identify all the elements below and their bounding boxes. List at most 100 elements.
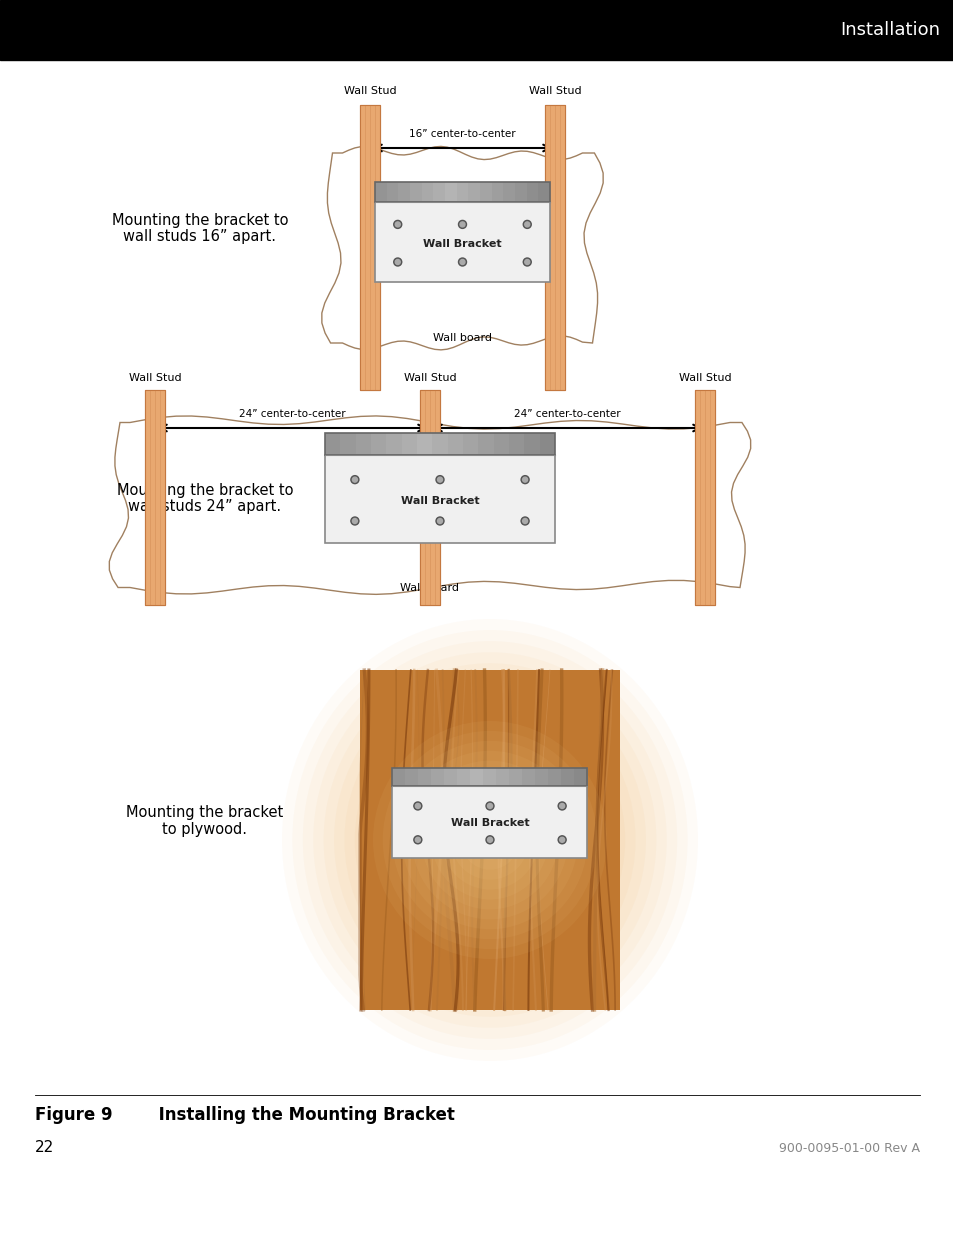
Circle shape [394,220,401,228]
Bar [544,105,564,390]
Circle shape [520,517,529,525]
Bar [421,182,434,203]
Bar [418,768,432,785]
Bar [509,768,522,785]
Bar [544,105,564,390]
Circle shape [558,802,565,810]
Circle shape [485,836,494,844]
Text: Wall Stud: Wall Stud [403,373,456,383]
Circle shape [558,836,565,844]
Bar [503,182,515,203]
Text: to plywood.: to plywood. [162,823,247,837]
Text: Wall Stud: Wall Stud [528,86,580,96]
Bar [0,0,953,61]
Ellipse shape [365,708,614,973]
Bar [419,390,439,605]
Bar [526,182,538,203]
Polygon shape [110,416,750,594]
Bar [410,182,422,203]
Ellipse shape [373,721,606,960]
Circle shape [394,258,401,266]
Bar [371,433,386,454]
Polygon shape [321,147,602,350]
Circle shape [524,222,529,227]
Bar [431,768,444,785]
Text: Wall board: Wall board [400,583,459,593]
Text: wall studs 24” apart.: wall studs 24” apart. [129,499,281,515]
Text: Wall Bracket: Wall Bracket [400,495,478,506]
Circle shape [351,517,358,525]
Bar [479,182,492,203]
Ellipse shape [375,719,604,962]
Circle shape [351,475,358,484]
Bar [537,182,550,203]
Ellipse shape [382,731,597,948]
Ellipse shape [416,763,562,918]
Ellipse shape [479,830,499,850]
Bar [561,768,575,785]
Circle shape [436,517,443,525]
Circle shape [352,477,357,482]
Ellipse shape [421,771,558,909]
Circle shape [487,837,492,842]
Circle shape [522,258,531,266]
Bar [447,433,463,454]
Bar [419,390,439,605]
Bar [398,182,410,203]
Bar [470,768,483,785]
Circle shape [414,836,421,844]
Circle shape [415,837,420,842]
Text: Wall Stud: Wall Stud [129,373,181,383]
Bar [522,768,536,785]
Bar [386,433,402,454]
Text: Wall Bracket: Wall Bracket [423,238,501,248]
Circle shape [437,477,442,482]
Ellipse shape [427,773,552,906]
Bar [375,182,550,203]
Circle shape [487,804,492,809]
Bar [477,433,494,454]
Text: Mounting the bracket to: Mounting the bracket to [112,212,288,227]
Ellipse shape [448,795,531,884]
Bar [462,433,478,454]
Bar [524,433,539,454]
Text: 900-0095-01-00 Rev A: 900-0095-01-00 Rev A [779,1141,919,1155]
Circle shape [395,222,400,227]
Text: 16” center-to-center: 16” center-to-center [409,128,516,140]
Bar [375,203,550,282]
Ellipse shape [437,784,541,895]
Ellipse shape [355,697,624,983]
Bar [496,768,510,785]
Text: 24” center-to-center: 24” center-to-center [514,409,620,419]
Circle shape [520,475,529,484]
Circle shape [559,837,564,842]
Text: Wall Stud: Wall Stud [678,373,731,383]
Text: Figure 9        Installing the Mounting Bracket: Figure 9 Installing the Mounting Bracket [35,1107,455,1124]
Bar [325,433,555,454]
Bar [539,433,555,454]
Bar [457,768,471,785]
Ellipse shape [460,810,518,869]
Circle shape [395,259,400,264]
Bar [145,390,165,605]
Bar [405,768,418,785]
Ellipse shape [451,800,529,879]
Ellipse shape [406,752,573,929]
Text: Wall Bracket: Wall Bracket [450,819,529,829]
Ellipse shape [386,730,594,951]
Text: Wall board: Wall board [433,333,492,343]
Bar [491,182,503,203]
Bar [401,433,417,454]
Bar [325,433,340,454]
Bar [386,182,398,203]
Bar [695,390,714,605]
Text: 24” center-to-center: 24” center-to-center [239,409,345,419]
Bar [359,105,379,390]
Circle shape [559,804,564,809]
Bar [392,768,406,785]
Bar [392,768,587,785]
Circle shape [522,220,531,228]
Ellipse shape [458,806,520,873]
Bar [433,182,445,203]
Text: wall studs 16” apart.: wall studs 16” apart. [123,230,276,245]
